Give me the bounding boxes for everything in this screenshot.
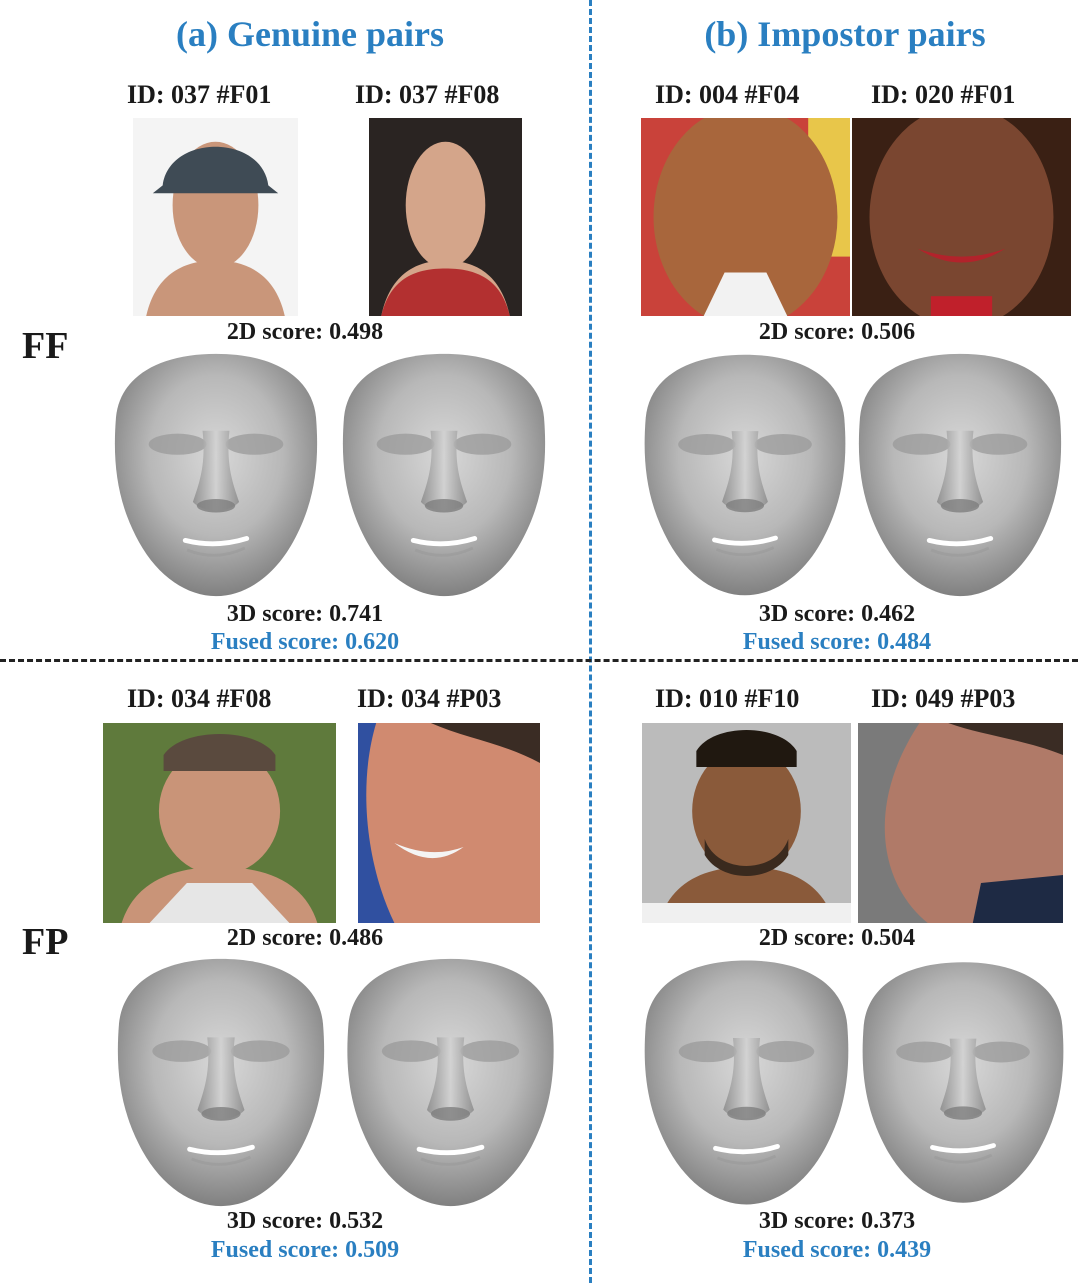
score-3d: 3D score: 0.462 [758,601,916,627]
face-3d-model [858,955,1068,1210]
impostor-pairs-title: (b) Impostor pairs [704,14,986,54]
face-3d-model [640,955,853,1210]
face-photo [103,723,336,923]
horizontal-divider [0,659,1078,662]
id-label-left: ID: 004 #F04 [655,80,800,109]
face-photo [852,118,1071,316]
score-fused: Fused score: 0.509 [210,1237,400,1263]
face-photo [858,723,1063,923]
face-3d-model [338,955,563,1210]
score-2d: 2D score: 0.506 [758,319,916,345]
score-fused: Fused score: 0.439 [742,1237,932,1263]
id-label-right: ID: 037 #F08 [355,80,500,109]
face-3d-model [850,350,1070,600]
id-label-right: ID: 020 #F01 [871,80,1016,109]
score-3d: 3D score: 0.373 [758,1208,916,1234]
score-fused: Fused score: 0.620 [210,629,400,655]
score-3d: 3D score: 0.532 [226,1208,384,1234]
id-label-right: ID: 034 #P03 [357,684,502,713]
score-fused: Fused score: 0.484 [742,629,932,655]
face-photo [642,723,851,923]
row-label-ff: FF [22,325,69,367]
id-label-left: ID: 037 #F01 [127,80,272,109]
face-3d-model [107,955,335,1210]
genuine-pairs-title: (a) Genuine pairs [175,14,444,54]
face-photo [369,118,522,316]
face-photo [133,118,298,316]
face-3d-model [107,350,325,600]
score-3d: 3D score: 0.741 [226,601,384,627]
score-2d: 2D score: 0.498 [226,319,384,345]
id-label-right: ID: 049 #P03 [871,684,1016,713]
face-photo [358,723,540,923]
id-label-left: ID: 010 #F10 [655,684,800,713]
id-label-left: ID: 034 #F08 [127,684,272,713]
score-2d: 2D score: 0.486 [226,925,384,951]
vertical-divider [589,0,592,1283]
row-label-fp: FP [22,921,69,963]
face-photo [641,118,850,316]
score-2d: 2D score: 0.504 [758,925,916,951]
face-3d-model [330,350,558,600]
face-3d-model [640,350,850,600]
